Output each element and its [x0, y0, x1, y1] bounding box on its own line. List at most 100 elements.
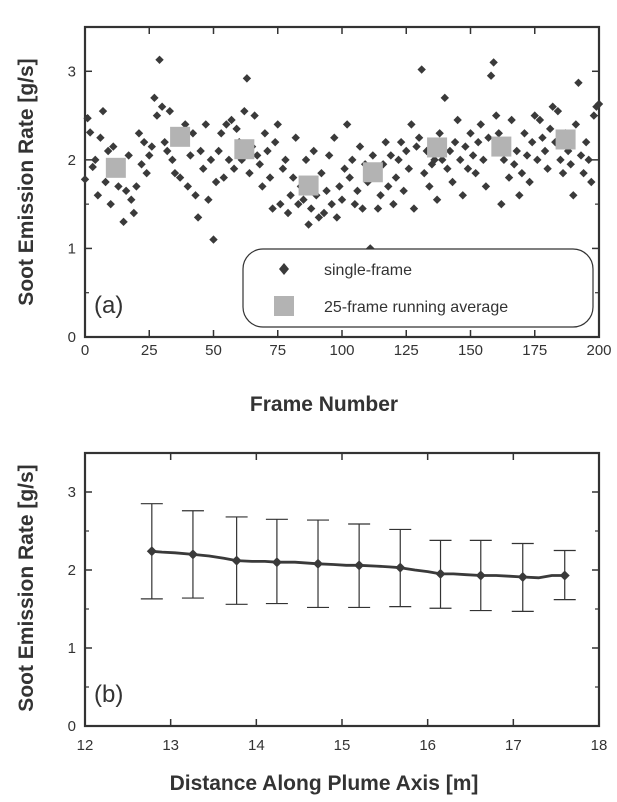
single-frame-point	[592, 102, 601, 111]
single-frame-point	[509, 160, 519, 169]
single-frame-point	[330, 133, 339, 142]
single-frame-point	[201, 120, 210, 129]
single-frame-point	[250, 111, 259, 120]
x-tick-label: 150	[458, 342, 483, 359]
single-frame-point	[199, 164, 208, 173]
single-frame-point	[394, 155, 403, 165]
single-frame-point	[191, 191, 200, 200]
legend-diamond-marker	[279, 263, 289, 275]
series-point	[231, 555, 242, 566]
single-frame-point	[579, 168, 588, 178]
single-frame-point	[373, 204, 383, 213]
single-frame-point	[286, 191, 295, 200]
single-frame-point	[566, 160, 575, 169]
single-frame-point	[463, 164, 473, 173]
single-frame-point	[456, 155, 465, 165]
y-tick-label: 2	[68, 562, 76, 579]
x-tick-label: 15	[334, 737, 351, 754]
single-frame-point	[152, 111, 162, 120]
single-frame-point	[420, 168, 429, 178]
single-frame-point	[396, 137, 406, 147]
single-frame-point	[594, 99, 604, 109]
single-frame-point	[430, 155, 439, 165]
single-frame-point	[422, 146, 432, 156]
single-frame-point	[260, 129, 270, 138]
single-frame-point	[103, 146, 113, 156]
marks-b	[140, 503, 576, 612]
single-frame-point	[80, 175, 90, 184]
single-frame-point	[558, 168, 568, 178]
single-frame-point	[450, 137, 460, 147]
single-frame-point	[453, 115, 462, 125]
single-frame-point	[265, 173, 275, 182]
y-tick-label: 3	[68, 63, 76, 80]
single-frame-point	[494, 129, 503, 138]
single-frame-point	[350, 199, 360, 209]
single-frame-point	[229, 164, 239, 173]
single-frame-point	[317, 168, 326, 178]
single-frame-point	[479, 155, 488, 165]
single-frame-point	[93, 191, 103, 200]
single-frame-point	[132, 182, 141, 191]
single-frame-point	[538, 133, 547, 142]
y-tick-label: 1	[68, 240, 76, 257]
single-frame-point	[196, 146, 205, 156]
single-frame-point	[569, 191, 578, 200]
single-frame-point	[283, 208, 293, 218]
single-frame-point	[109, 142, 118, 151]
single-frame-point	[240, 106, 249, 116]
single-frame-point	[211, 177, 221, 187]
single-frame-point	[412, 142, 421, 151]
single-frame-point	[355, 142, 365, 151]
y-tick-label: 0	[68, 718, 76, 735]
single-frame-point	[142, 168, 151, 178]
single-frame-point	[206, 155, 216, 165]
series-point	[435, 568, 446, 579]
single-frame-point	[445, 146, 455, 156]
single-frame-point	[129, 208, 139, 218]
single-frame-point	[278, 164, 288, 173]
marks-a	[80, 55, 604, 253]
legend-box	[242, 248, 594, 328]
running-average-point	[362, 162, 383, 183]
series-point	[395, 562, 406, 573]
series-point	[354, 560, 365, 571]
single-frame-point	[127, 195, 136, 204]
single-frame-point	[589, 111, 599, 120]
single-frame-point	[551, 137, 560, 147]
running-average-point	[427, 137, 448, 158]
y-axis-title-b: Soot Emission Rate [g/s]	[15, 464, 38, 711]
single-frame-point	[291, 133, 300, 142]
y-tick-label: 3	[68, 484, 76, 501]
single-frame-point	[299, 195, 308, 204]
single-frame-point	[587, 177, 596, 187]
single-frame-point	[471, 168, 480, 178]
single-frame-point	[232, 124, 241, 134]
single-frame-point	[145, 151, 154, 160]
single-frame-point	[443, 164, 452, 173]
single-frame-point	[409, 204, 419, 213]
single-frame-point	[476, 120, 485, 129]
single-frame-point	[535, 115, 545, 125]
single-frame-point	[540, 146, 550, 156]
x-tick-label: 50	[205, 342, 222, 359]
single-frame-point	[522, 151, 532, 160]
single-frame-point	[175, 173, 185, 182]
single-frame-point	[288, 173, 298, 182]
single-frame-point	[224, 155, 234, 165]
single-frame-point	[119, 217, 128, 227]
single-frame-point	[324, 151, 334, 160]
single-frame-point	[157, 102, 167, 111]
x-tick-label: 14	[248, 737, 265, 754]
single-frame-point	[368, 151, 378, 160]
single-frame-point	[306, 204, 316, 213]
single-frame-point	[381, 137, 390, 147]
legend-label-single-frame: single-frame	[324, 262, 412, 279]
single-frame-point	[584, 155, 593, 165]
single-frame-point	[417, 65, 426, 74]
y-tick-label: 1	[68, 640, 76, 657]
single-frame-point	[474, 137, 483, 147]
